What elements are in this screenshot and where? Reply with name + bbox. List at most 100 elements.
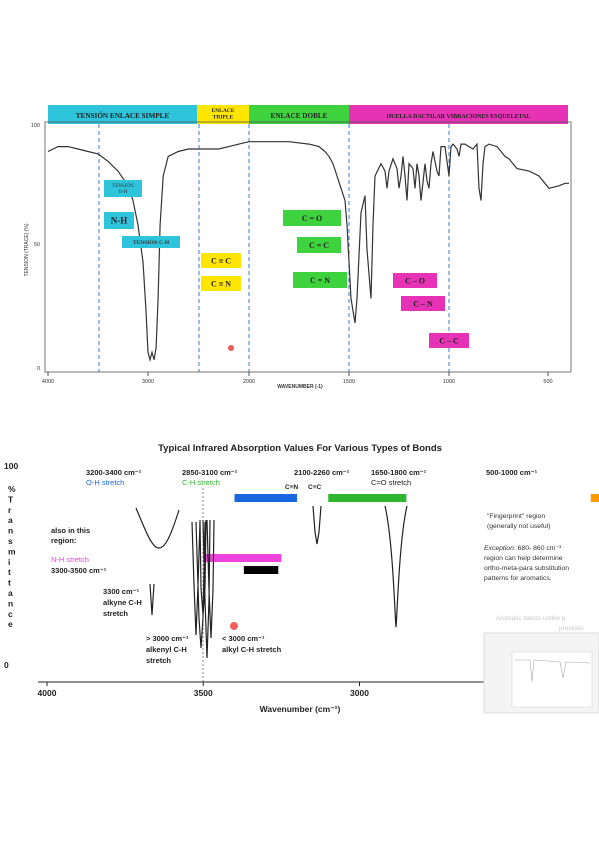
exception-note: Exception: 680- 860 cm⁻¹ [484,545,562,552]
thumbnail-inset [483,632,599,714]
ir-spectrum-chart-es: TENSIÓN ENLACE SIMPLE ENLACE TRIPLE ENLACE … [24,105,572,390]
y-axis-letter: s [8,536,13,546]
y-tick-0: 0 [4,660,9,670]
y-axis-letter: a [8,515,13,525]
spectrum-line [47,141,569,363]
y-axis-letter: n [8,598,13,608]
bond-label: C = O [302,214,323,223]
alkenyl-note: alkenyl C-H [146,645,187,654]
region-band [349,105,568,124]
y-axis-letter: e [8,619,13,629]
bond-label: C ≡ N [211,279,231,288]
y-axis-letter: T [8,494,14,504]
bond-label: C – C [439,336,459,345]
band-name-label: C=O stretch [371,478,411,487]
y-axis-letter: n [8,526,13,536]
alkyne-band [243,566,279,574]
nh-band [203,554,282,562]
nh-note-text: region: [51,536,76,545]
bond-label: C – O [405,276,425,285]
nh-note-text: also in this [51,526,90,535]
y-tick-label: 50 [34,242,40,248]
region-band-label: ENLACE DOBLE [271,112,328,120]
bond-label-box [297,237,341,253]
fingerprint-note: "Fingerprint" region [487,513,545,520]
bond-label-box [283,210,341,226]
band-range-label: 500-1000 cm⁻¹ [486,468,538,477]
bond-label-box [393,273,437,288]
bond-label-box [429,333,469,348]
region-band [48,105,197,124]
chart-title: Typical Infrared Absorption Values For V… [158,443,442,454]
nh-note-range: 3300-3500 cm⁻¹ [51,566,107,575]
absorption-band [328,494,407,502]
y-axis-letter: m [8,546,16,556]
alkenyl-note: > 3000 cm⁻¹ [146,634,189,643]
x-tick-label: 1000 [443,379,455,385]
band-name-label: O-H stretch [86,478,124,487]
alkyne-note: 3300 cm⁻¹ [103,587,140,596]
y-axis-letter: c [8,609,13,619]
faded-note: previous [559,625,584,632]
triple-bond-label: C≡N [285,484,298,491]
x-tick-label: 3500 [194,688,213,698]
band-range-label: 2850-3100 cm⁻¹ [182,468,238,477]
triple-bond-label: C≡C [308,484,321,491]
y-axis-letter: a [8,588,13,598]
bond-label: C – N [413,299,433,308]
band-range-label: 3200-3400 cm⁻¹ [86,468,142,477]
x-axis-label: WAVENUMBER (-1) [277,384,323,390]
faded-note: Aromatic bands unlike p [496,615,566,622]
cursor-dot [228,345,234,351]
x-tick-label: 4000 [42,379,54,385]
x-tick-label: 4000 [38,688,57,698]
x-tick-label: 2000 [243,379,255,385]
absorption-curves [135,505,408,659]
bond-label: C ≡ C [211,256,231,265]
y-axis-letter: % [8,484,16,494]
band-range-label: 1650-1800 cm⁻¹ [371,468,427,477]
region-band-label: TENSIÓN ENLACE SIMPLE [76,110,170,120]
band-name-label: C-H stretch [182,478,220,487]
plot-frame [44,121,572,373]
ir-absorption-chart-en: Typical Infrared Absorption Values For V… [4,443,599,714]
bond-label-box [201,276,241,291]
absorption-band [590,494,599,502]
x-tick-label: 3000 [350,688,369,698]
bond-label-box [401,296,445,311]
exception-note: region can help determine [484,555,563,562]
y-tick-label: 100 [31,123,40,129]
alkyne-note: alkyne C-H [103,598,142,607]
exception-note: ortho-meta-para substitution [484,565,569,572]
bond-label-box [122,236,180,248]
bond-label: C = N [310,276,330,285]
x-tick-label: 1500 [343,379,355,385]
y-axis-letter: t [8,578,11,588]
bond-label-box [293,272,347,288]
exception-note: patterns for aromatics. [484,575,552,582]
bond-label-box [201,253,241,268]
y-tick-label: 0 [37,366,40,372]
region-band [249,105,349,124]
cursor-dot [230,622,238,630]
x-axis-label: Wavenumber (cm⁻¹) [260,704,341,714]
alkenyl-note: stretch [146,656,171,665]
fingerprint-note: (generally not useful) [487,523,550,530]
region-band [197,105,249,124]
bond-label: C = C [309,241,329,250]
bond-label: TENSIÓN C-H [133,238,170,246]
absorption-band [234,494,297,502]
x-tick-label: 3000 [142,379,154,385]
bond-label-box [104,212,134,229]
y-axis-letter: i [8,557,10,567]
y-axis-label: TENSION (TRACE) (%) [24,223,30,276]
y-axis-letter: r [8,505,12,515]
region-band-label: ENLACE TRIPLE [212,108,235,121]
bond-label-box [104,180,142,197]
nh-note-name: N-H stretch [51,555,89,564]
x-tick-label: 500 [543,379,552,385]
alkyl-note: alkyl C-H stretch [222,645,282,654]
alkyl-note: < 3000 cm⁻¹ [222,634,265,643]
bond-label: N-H [111,216,128,226]
bond-label: TENSIÓN O-H [112,183,134,195]
